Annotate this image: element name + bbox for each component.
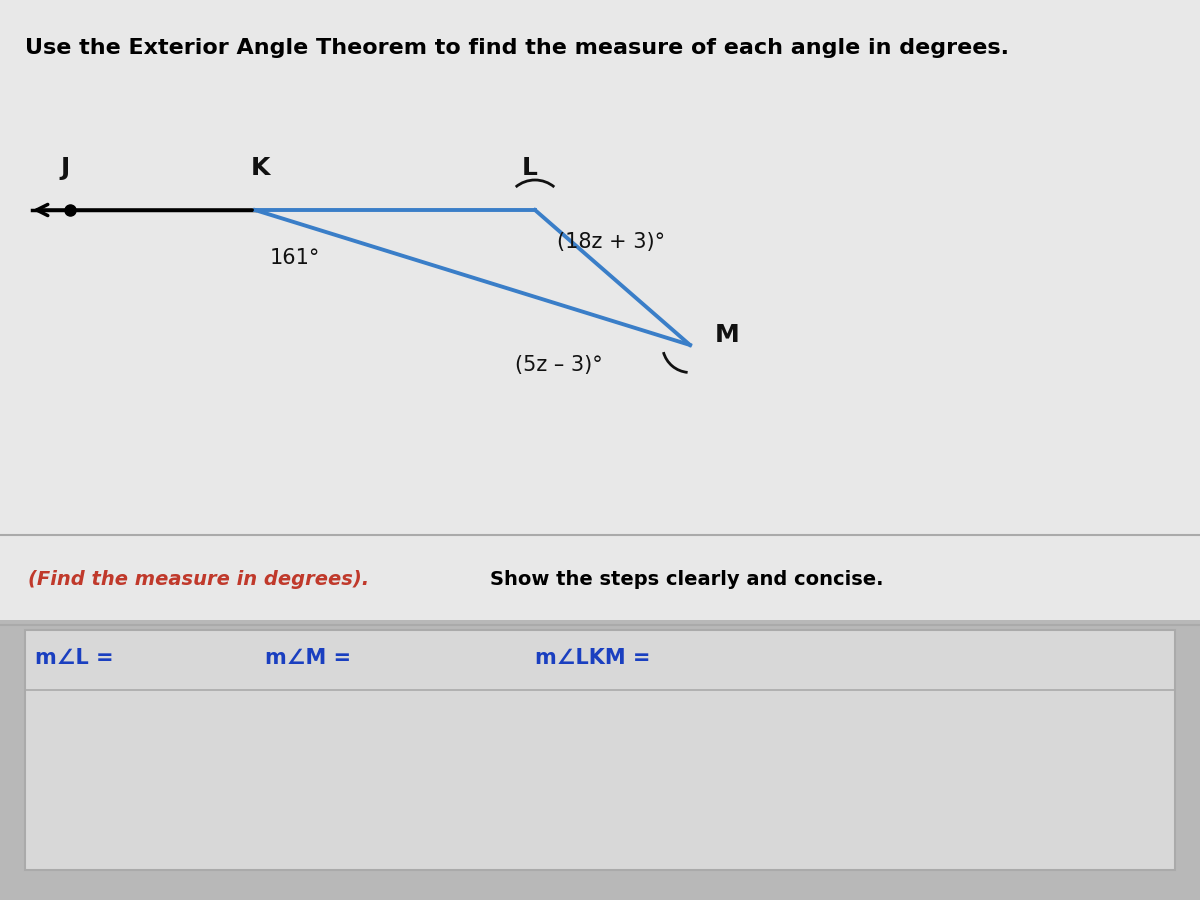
Text: (Find the measure in degrees).: (Find the measure in degrees). [28,570,370,589]
Text: (18z + 3)°: (18z + 3)° [557,232,665,252]
Bar [25,630,1175,870]
Text: (5z – 3)°: (5z – 3)° [515,355,602,375]
Text: K: K [251,156,270,180]
Bar [0,0,1200,620]
Text: L: L [522,156,538,180]
Text: m∠M =: m∠M = [265,648,352,668]
Text: m∠L =: m∠L = [35,648,114,668]
Text: 161°: 161° [270,248,320,268]
Text: J: J [60,156,70,180]
Text: Use the Exterior Angle Theorem to find the measure of each angle in degrees.: Use the Exterior Angle Theorem to find t… [25,38,1009,58]
Text: m∠LKM =: m∠LKM = [535,648,650,668]
Text: Show the steps clearly and concise.: Show the steps clearly and concise. [490,570,883,589]
Text: M: M [715,323,739,347]
